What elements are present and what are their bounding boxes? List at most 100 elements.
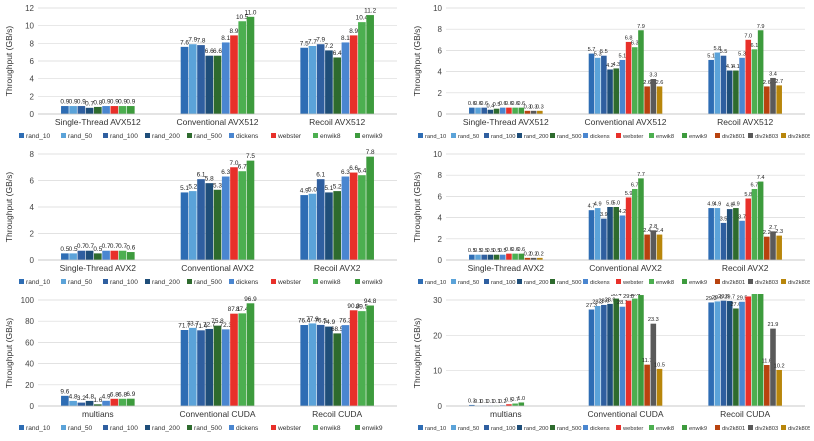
data-label: 0.4 (486, 103, 494, 109)
bar-enwik9 (757, 181, 764, 260)
legend-swatch-webster (271, 425, 276, 430)
legend-label-rand_10: rand_10 (425, 134, 446, 140)
data-label: 5.8 (205, 176, 214, 183)
legend-swatch-rand_200 (517, 133, 522, 138)
bar-div2k805 (537, 257, 543, 260)
data-label: 21.9 (768, 322, 779, 328)
data-label: 11.7 (642, 358, 652, 364)
bar-rand_50 (714, 208, 721, 260)
bar-enwik9 (366, 156, 374, 260)
bar-webster (230, 313, 238, 406)
data-label: 6.3 (631, 41, 639, 47)
category-label: Single-Thread AVX2 (60, 263, 137, 273)
data-label: 5.9 (625, 191, 633, 197)
data-label: 29.5 (737, 295, 748, 301)
bar-rand_50 (69, 106, 77, 114)
category-label: Conventional AVX2 (589, 263, 662, 273)
bar-dickens (739, 220, 745, 260)
legend-label-rand_100: rand_100 (110, 133, 138, 140)
legend-label-rand_10: rand_10 (26, 133, 51, 140)
data-label: 6.8 (110, 391, 119, 398)
data-label: 0.9 (60, 99, 69, 106)
legend-label-rand_10: rand_10 (425, 426, 446, 432)
category-label: Single-Thread AVX2 (468, 263, 545, 273)
legend-label-dickens: dickens (590, 280, 610, 286)
bar-rand_500 (94, 404, 102, 406)
bar-div2k801 (644, 86, 650, 114)
legend-swatch-div2k803 (748, 279, 753, 284)
legend-label-enwik9: enwik9 (362, 133, 383, 140)
legend-swatch-rand_50 (451, 425, 456, 430)
data-label: 2.7 (769, 225, 777, 231)
data-label: 27.6 (730, 302, 741, 308)
category-label: Conventional AVX512 (176, 117, 258, 127)
legend-swatch-rand_500 (187, 279, 192, 284)
legend-swatch-div2k801 (715, 425, 720, 430)
bar-dickens (619, 59, 626, 114)
legend-label-div2k803: div2k803 (755, 134, 778, 140)
bar-rand_100 (601, 55, 607, 114)
legend-swatch-dickens (229, 133, 234, 138)
bar-webster (230, 35, 238, 115)
bar-rand_100 (601, 218, 607, 260)
legend-swatch-enwik8 (313, 425, 318, 430)
bar-enwik8 (512, 403, 518, 406)
data-label: 29.6 (712, 295, 723, 301)
bar-div2k801 (764, 86, 770, 114)
data-label: 0.3 (524, 104, 532, 110)
category-label: Conventional CUDA (587, 409, 663, 419)
data-label: 0.3 (468, 398, 476, 404)
legend-swatch-rand_10 (19, 133, 24, 138)
bar-rand_50 (69, 253, 77, 260)
legend-label-dickens: dickens (590, 134, 610, 140)
bar-rand_100 (720, 55, 727, 114)
category-label: multians (490, 409, 522, 419)
data-label: 29.8 (718, 294, 729, 300)
legend-swatch-enwik9 (682, 133, 687, 138)
data-label: 0.5 (480, 248, 488, 254)
bar-rand_10 (180, 192, 189, 260)
data-label: 6.6 (349, 165, 358, 172)
y-tick-label: 10 (433, 367, 442, 376)
legend-label-enwik8: enwik8 (656, 426, 674, 432)
bar-rand_200 (487, 254, 494, 260)
legend-label-rand_50: rand_50 (458, 426, 479, 432)
bar-dickens (619, 215, 626, 260)
data-label: 5.0 (308, 186, 317, 193)
data-label: 0.5 (60, 246, 69, 253)
bar-rand_500 (213, 189, 222, 260)
data-label: 5.7 (588, 47, 596, 53)
data-label: 4.9 (732, 202, 740, 208)
legend-label-div2k805: div2k805 (788, 134, 810, 140)
data-label: 0.6 (511, 247, 519, 253)
y-tick-label: 10 (25, 22, 34, 31)
legend-swatch-webster (616, 133, 621, 138)
data-label: 0.6 (517, 247, 525, 253)
bar-dickens (102, 250, 110, 260)
bar-dickens (499, 107, 506, 114)
data-label: 7.8 (197, 38, 206, 45)
legend-label-rand_50: rand_50 (458, 280, 479, 286)
legend-label-rand_200: rand_200 (524, 426, 549, 432)
data-label: 0.6 (505, 247, 513, 253)
legend-swatch-rand_10 (418, 279, 423, 284)
bar-enwik9 (638, 178, 644, 260)
data-label: 7.0 (230, 160, 239, 167)
data-label: 0.6 (505, 101, 513, 107)
data-label: 11.0 (244, 9, 256, 16)
legend-label-webster: webster (622, 134, 643, 140)
bar-div2k801 (524, 257, 531, 260)
data-label: 90.3 (347, 303, 360, 310)
bar-rand_100 (316, 44, 325, 114)
data-label: 0.6 (499, 101, 507, 107)
legend-label-rand_200: rand_200 (152, 279, 180, 286)
data-label: 29.8 (623, 294, 634, 300)
bar-enwik8 (238, 171, 247, 260)
data-label: 28.1 (617, 300, 628, 306)
legend-swatch-enwik9 (682, 279, 687, 284)
bar-webster (625, 197, 632, 260)
bar-enwik9 (638, 30, 644, 114)
legend-label-rand_500: rand_500 (557, 426, 582, 432)
data-label: 87.1 (228, 306, 241, 313)
